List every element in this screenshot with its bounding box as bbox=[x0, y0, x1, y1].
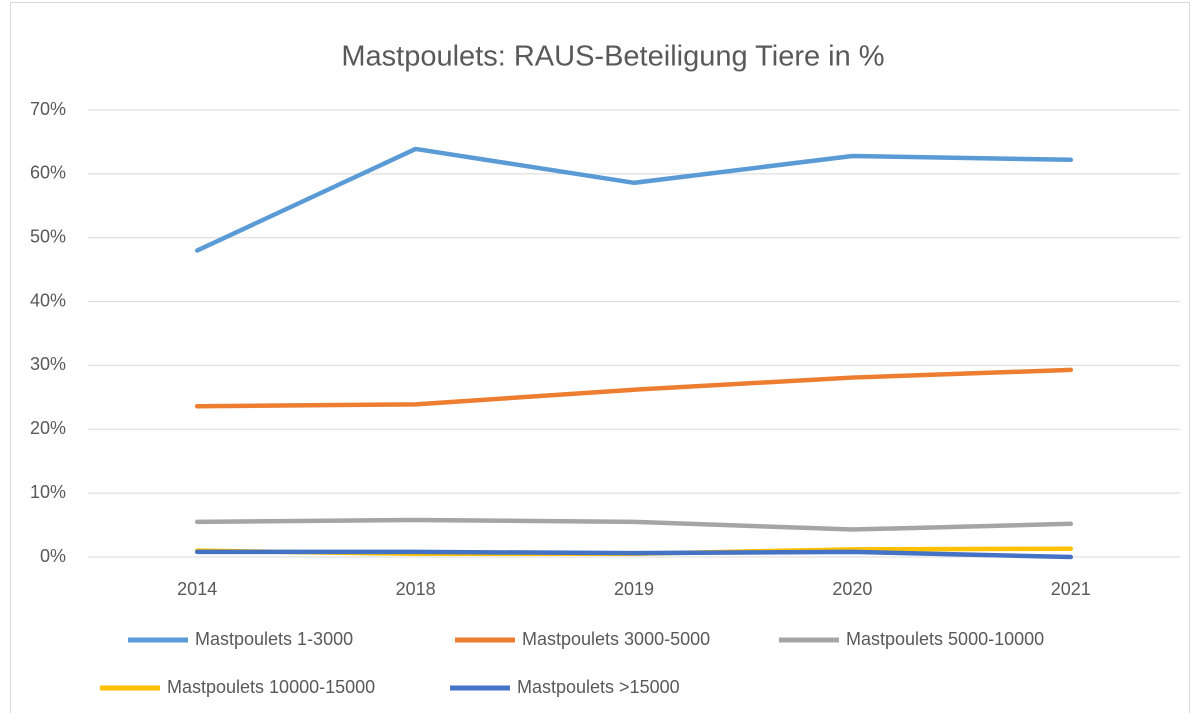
series-line bbox=[194, 517, 1074, 532]
legend-label: Mastpoulets 10000-15000 bbox=[167, 677, 375, 697]
y-tick-label: 0% bbox=[40, 546, 66, 566]
legend-label: Mastpoulets 5000-10000 bbox=[846, 629, 1044, 649]
y-tick-label: 20% bbox=[30, 418, 66, 438]
chart-border bbox=[10, 2, 1190, 713]
legend-label: Mastpoulets 3000-5000 bbox=[522, 629, 710, 649]
x-tick-label: 2019 bbox=[614, 579, 654, 599]
x-tick-label: 2018 bbox=[396, 579, 436, 599]
series-line bbox=[194, 549, 1074, 560]
y-tick-label: 10% bbox=[30, 482, 66, 502]
y-tick-label: 40% bbox=[30, 290, 66, 310]
y-tick-label: 60% bbox=[30, 163, 66, 183]
x-tick-label: 2021 bbox=[1051, 579, 1091, 599]
legend-label: Mastpoulets 1-3000 bbox=[195, 629, 353, 649]
x-tick-label: 2020 bbox=[832, 579, 872, 599]
series-line bbox=[194, 367, 1074, 409]
y-tick-label: 50% bbox=[30, 226, 66, 246]
series-line bbox=[194, 146, 1074, 253]
chart-title: Mastpoulets: RAUS-Beteiligung Tiere in % bbox=[341, 41, 884, 73]
legend-label: Mastpoulets >15000 bbox=[517, 677, 680, 697]
y-tick-label: 30% bbox=[30, 354, 66, 374]
x-tick-label: 2014 bbox=[177, 579, 217, 599]
y-tick-label: 70% bbox=[30, 99, 66, 119]
